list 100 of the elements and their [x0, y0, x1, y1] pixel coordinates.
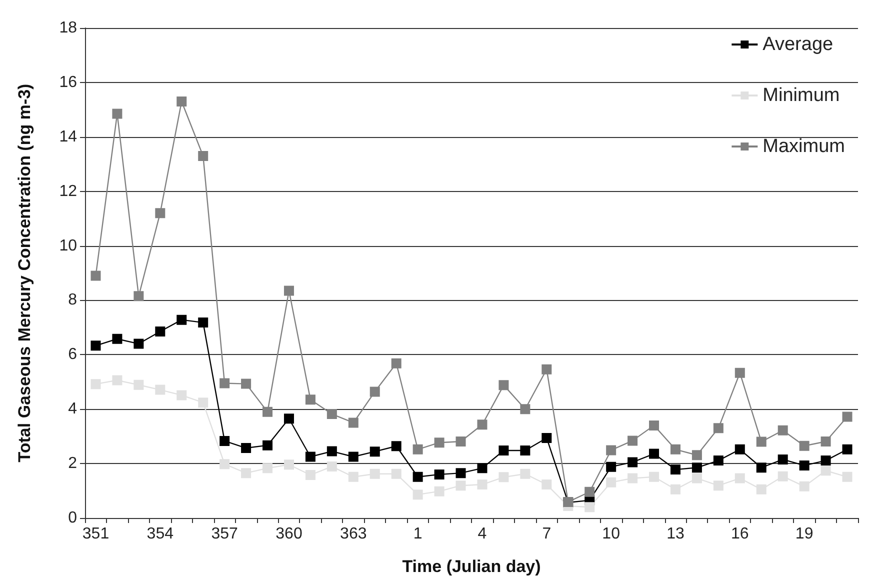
- x-axis-title: Time (Julian day): [402, 557, 541, 576]
- point: [284, 286, 294, 296]
- point: [477, 463, 488, 474]
- point: [434, 486, 444, 496]
- point: [456, 468, 466, 478]
- point: [90, 379, 101, 390]
- x-tick-label: 7: [542, 526, 552, 542]
- point: [176, 314, 187, 325]
- y-tick-label: 4: [68, 400, 78, 418]
- point: [692, 462, 702, 473]
- point: [155, 326, 166, 337]
- point: [90, 270, 101, 281]
- point: [670, 464, 680, 475]
- point: [391, 358, 402, 368]
- point: [348, 418, 358, 428]
- x-tick-label: 351: [82, 526, 110, 542]
- point: [112, 375, 122, 386]
- point: [112, 108, 122, 119]
- point: [520, 404, 530, 414]
- point: [778, 425, 788, 436]
- point: [112, 334, 122, 344]
- point: [370, 468, 380, 479]
- x-tick-label: 363: [340, 526, 367, 542]
- point: [842, 412, 852, 422]
- x-tick-label: 10: [602, 526, 620, 542]
- point: [692, 450, 702, 460]
- point: [241, 468, 252, 478]
- point: [628, 473, 638, 484]
- point: [262, 440, 273, 450]
- point: [670, 484, 680, 494]
- point: [649, 420, 660, 430]
- y-tick-label: 16: [59, 74, 78, 91]
- point: [820, 466, 831, 476]
- point: [284, 414, 294, 424]
- point: [155, 208, 166, 218]
- point: [520, 445, 530, 456]
- legend-label: Average: [762, 34, 834, 55]
- point: [155, 384, 166, 395]
- point: [820, 456, 831, 466]
- point: [734, 368, 745, 378]
- x-tick-label: 357: [211, 526, 238, 542]
- point: [734, 444, 745, 454]
- point: [241, 443, 252, 454]
- y-tick-label: 18: [59, 20, 78, 36]
- point: [391, 441, 402, 452]
- point: [370, 446, 380, 457]
- point: [606, 462, 616, 472]
- point: [606, 477, 616, 488]
- legend-label: Maximum: [762, 136, 846, 157]
- point: [649, 448, 660, 459]
- x-tick-label: 360: [276, 526, 302, 542]
- point: [434, 469, 444, 480]
- point: [370, 386, 380, 397]
- y-tick-label: 0: [68, 510, 78, 526]
- point: [670, 444, 680, 454]
- point: [542, 432, 552, 443]
- point: [134, 338, 144, 349]
- point: [90, 340, 101, 351]
- point: [820, 436, 831, 447]
- point: [542, 480, 552, 490]
- point: [391, 468, 402, 479]
- point: [628, 436, 638, 446]
- x-tick-label: 4: [478, 526, 487, 542]
- point: [649, 472, 660, 482]
- point: [176, 390, 187, 400]
- point: [756, 462, 766, 473]
- point: [498, 445, 509, 456]
- point: [692, 473, 702, 484]
- point: [284, 460, 294, 470]
- point: [456, 480, 466, 491]
- y-tick-label: 14: [59, 128, 78, 146]
- point: [520, 468, 530, 479]
- point: [412, 472, 423, 482]
- y-tick-label: 8: [68, 292, 78, 309]
- point: [176, 96, 187, 106]
- y-tick-label: 6: [68, 346, 78, 364]
- point: [326, 462, 337, 472]
- y-axis-title: Total Gaseous Mercury Concentration (ng m-3): [15, 84, 34, 462]
- point: [262, 463, 273, 474]
- point: [456, 436, 466, 447]
- point: [628, 457, 638, 468]
- point: [348, 452, 358, 462]
- point: [198, 398, 208, 408]
- point: [734, 473, 745, 484]
- point: [606, 445, 616, 456]
- point: [498, 380, 509, 390]
- point: [713, 480, 724, 491]
- point: [241, 378, 252, 389]
- point: [542, 364, 552, 374]
- point: [134, 380, 144, 390]
- point: [326, 446, 337, 456]
- point: [713, 456, 724, 466]
- y-tick-label: 2: [68, 455, 78, 472]
- point: [799, 460, 810, 470]
- point: [584, 502, 595, 512]
- x-tick-label: 1: [413, 526, 422, 542]
- y-tick-label: 10: [59, 237, 78, 254]
- point: [756, 436, 766, 447]
- point: [134, 291, 144, 302]
- point: [412, 444, 423, 454]
